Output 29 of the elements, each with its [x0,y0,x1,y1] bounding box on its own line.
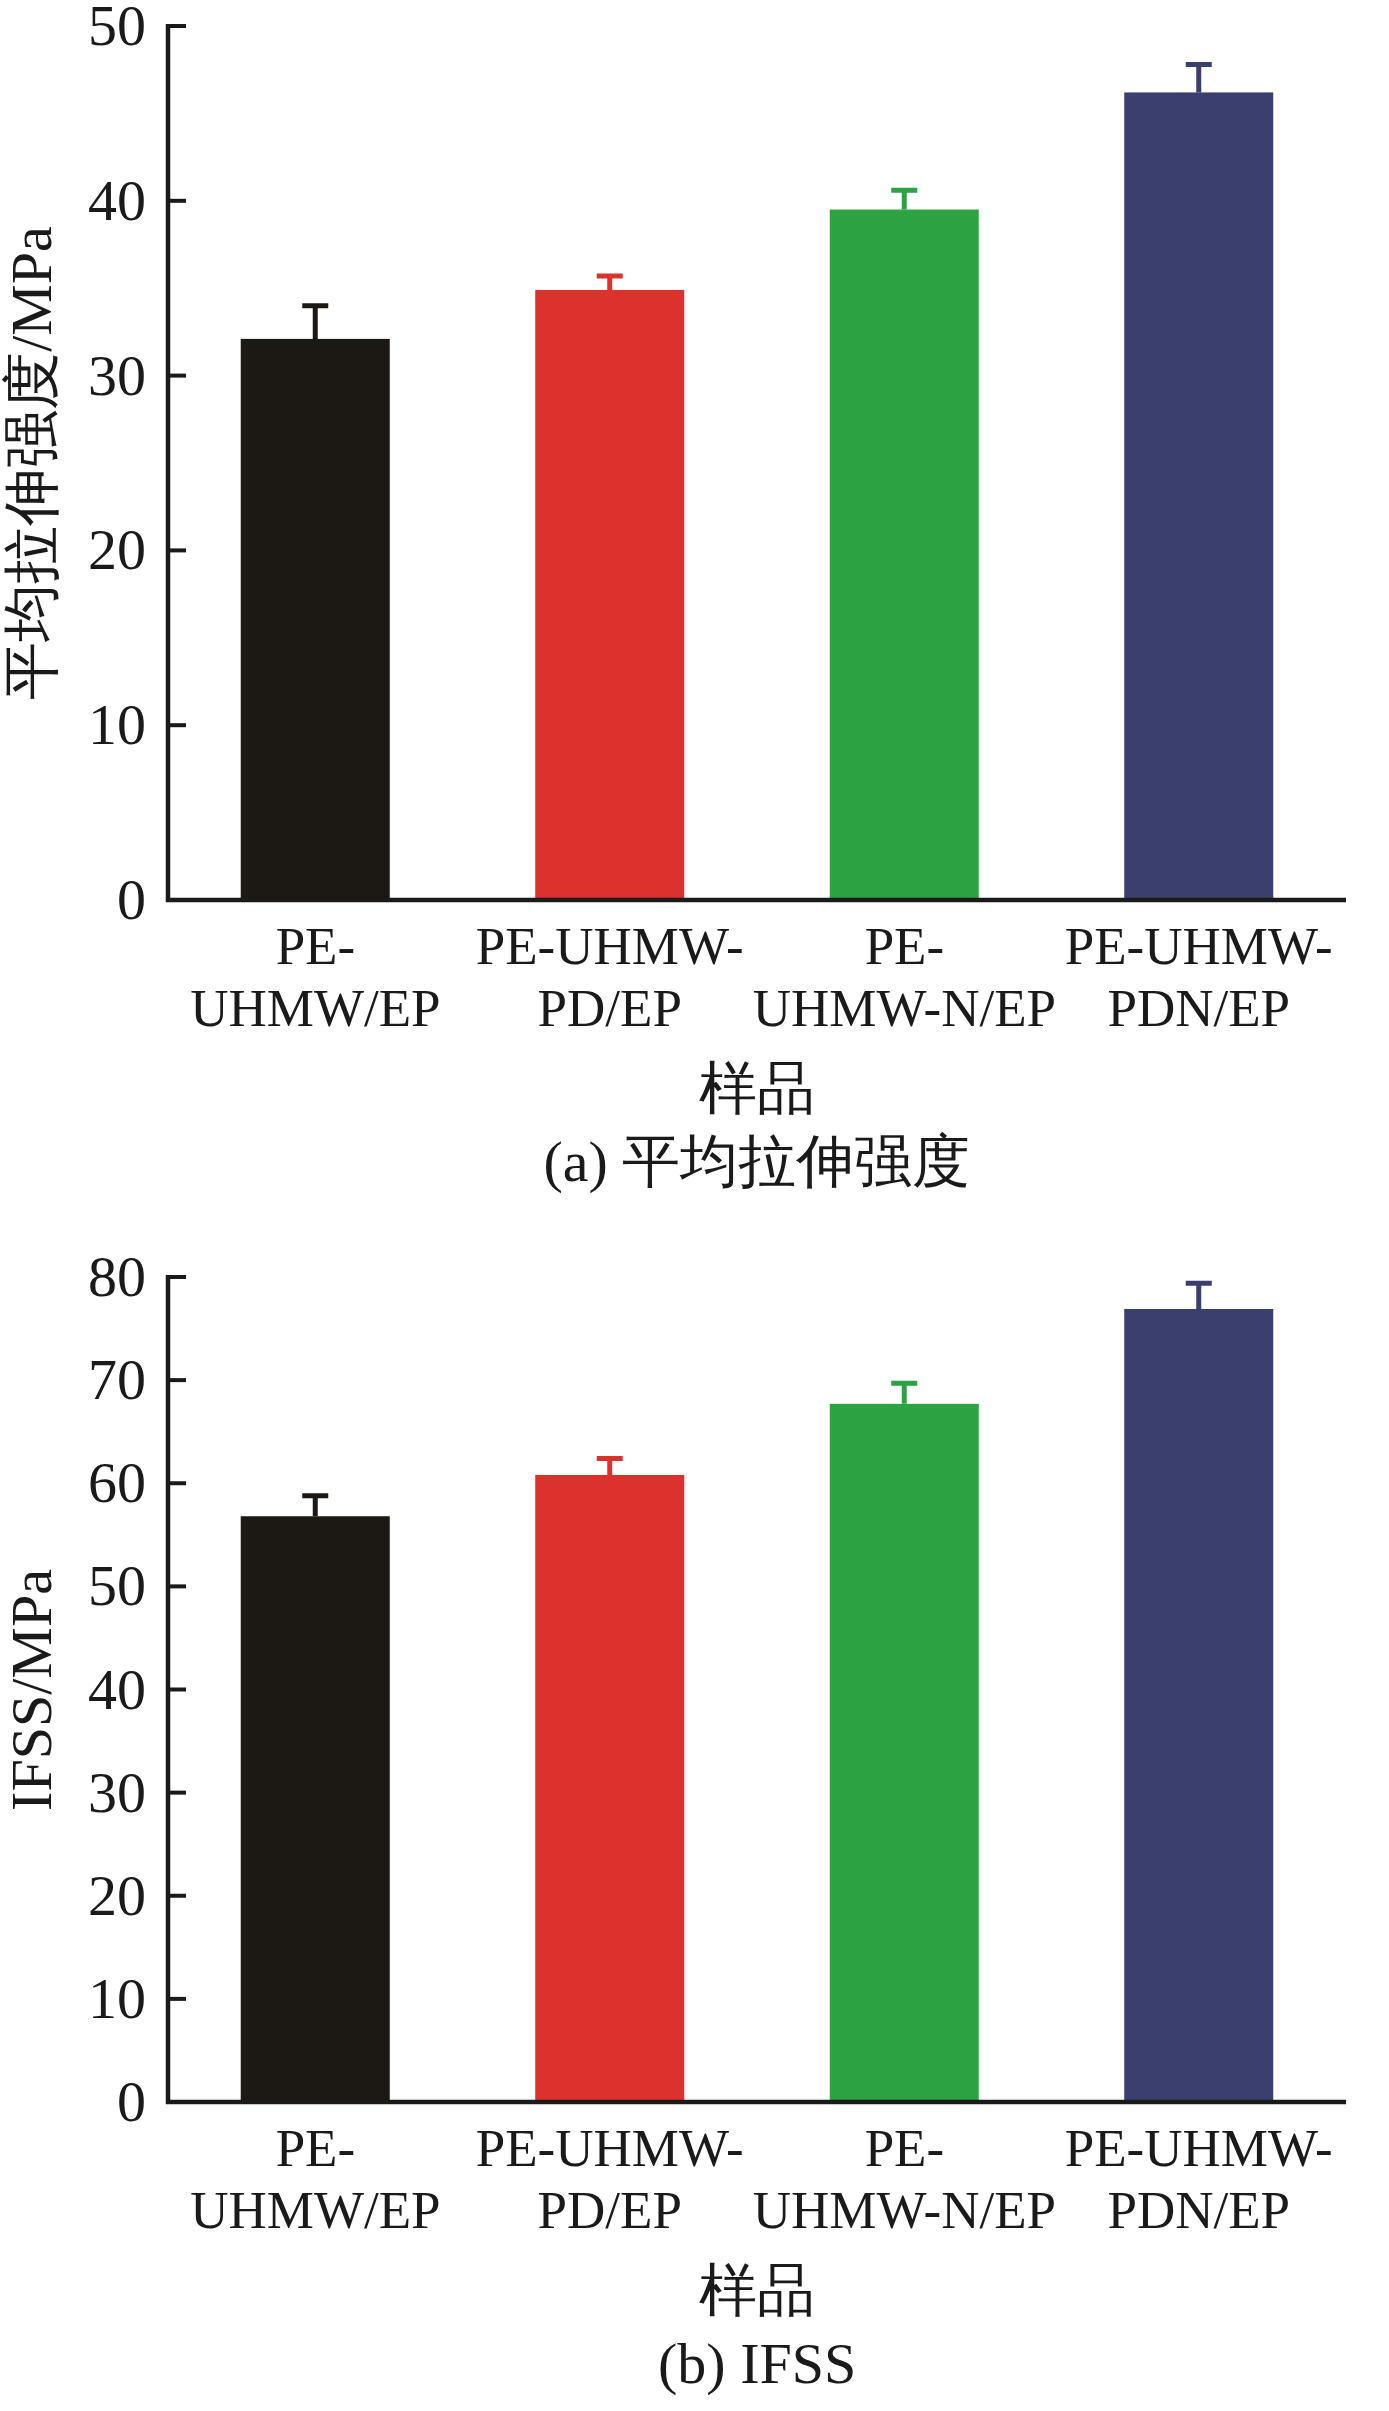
x-tick-label: PE- UHMW/EP [190,2118,441,2241]
y-tick-label: 80 [88,1244,146,1309]
x-tick-label: PE-UHMW- PD/EP [475,916,744,1039]
y-tick-label: 40 [88,167,146,233]
y-tick-label: 0 [117,2069,146,2134]
y-tick-label: 20 [88,517,146,583]
x-tick-label: PE-UHMW- PDN/EP [1064,916,1333,1039]
y-tick-label: 10 [88,692,146,758]
x-axis-title: 样品 [699,1056,815,1121]
y-axis-title: IFSS/MPa [0,1568,64,1811]
x-tick-label: PE- UHMW-N/EP [752,2118,1057,2241]
y-tick-label: 70 [88,1347,146,1413]
text: (b) IFSS [658,2331,857,2396]
y-tick-label: 60 [88,1450,146,1516]
y-tick-label: 10 [88,1965,146,2031]
y-tick-label: 30 [88,342,146,408]
y-tick-label: 20 [88,1862,146,1928]
y-tick-label: 0 [117,867,146,932]
y-tick-label: 50 [88,1553,146,1619]
x-tick-label: PE-UHMW- PDN/EP [1064,2118,1333,2241]
y-axis-title: 平均拉伸强度/MPa [0,226,64,700]
x-tick-label: PE- UHMW-N/EP [752,916,1057,1039]
x-axis-title: 样品 [699,2258,815,2323]
text: (a) 平均拉伸强度 [543,1129,971,1194]
y-tick-label: 30 [88,1759,146,1825]
x-tick-label: PE- UHMW/EP [190,916,441,1039]
x-tick-label: PE-UHMW- PD/EP [475,2118,744,2241]
y-tick-label: 50 [88,0,146,58]
y-tick-label: 40 [88,1656,146,1722]
